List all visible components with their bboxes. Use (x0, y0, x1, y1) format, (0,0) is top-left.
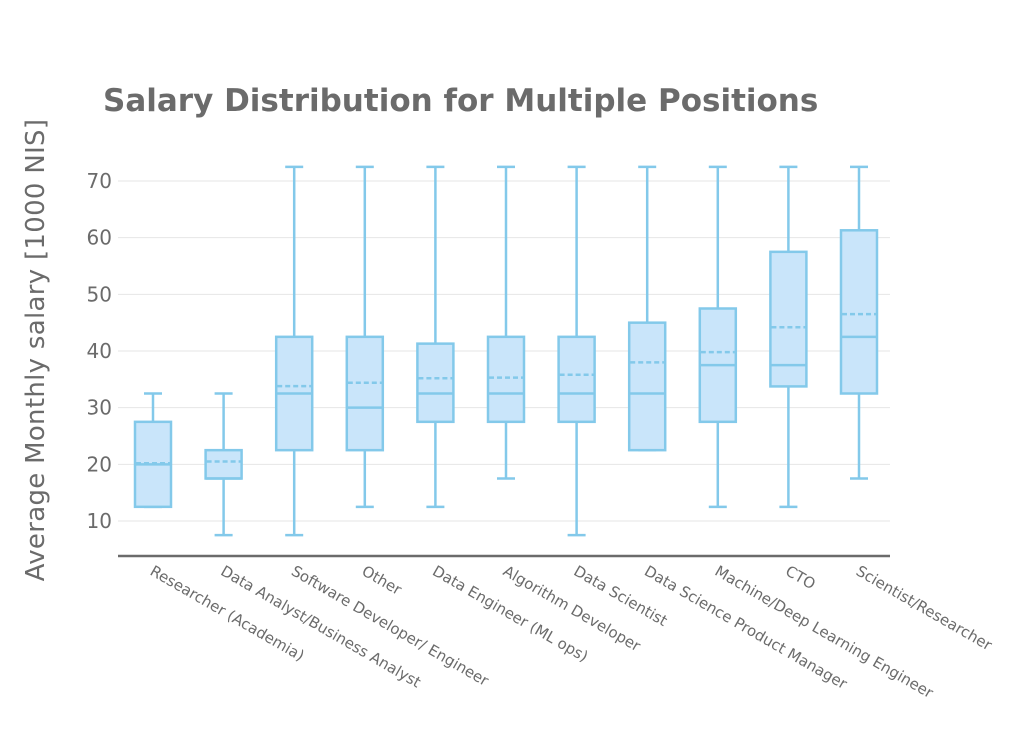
x-tick-label: Scientist/Researcher (853, 562, 996, 655)
y-tick-label: 20 (87, 452, 112, 476)
iqr-box (839, 229, 879, 395)
iqr-box (486, 335, 526, 424)
y-tick-labels: 10 20 30 40 50 60 70 (87, 169, 112, 533)
box-10 (769, 165, 808, 509)
iqr-box (557, 335, 596, 424)
y-tick-label: 40 (87, 339, 112, 363)
box-1 (133, 392, 173, 509)
x-tick-label: CTO (782, 562, 818, 593)
x-tick-label: Other (359, 562, 406, 599)
box-6 (486, 165, 526, 480)
box-4 (345, 165, 385, 509)
iqr-box (416, 342, 455, 424)
box-9 (698, 165, 738, 509)
box-2 (204, 392, 243, 537)
y-tick-label: 70 (87, 169, 112, 193)
y-tick-label: 30 (87, 396, 112, 420)
iqr-box (204, 448, 243, 480)
y-tick-label: 60 (87, 226, 112, 250)
box-11 (839, 165, 879, 480)
box-5 (416, 165, 455, 509)
box-series (133, 165, 879, 537)
y-tick-label: 50 (87, 282, 112, 306)
box-8 (627, 165, 667, 452)
box-7 (557, 165, 596, 537)
iqr-box (345, 335, 385, 452)
chart-title: Salary Distribution for Multiple Positio… (103, 83, 819, 119)
y-tick-label: 10 (87, 509, 112, 533)
box-3 (274, 165, 314, 537)
iqr-box (627, 321, 667, 452)
x-tick-labels: Researcher (Academia)Data Analyst/Busine… (147, 562, 996, 702)
